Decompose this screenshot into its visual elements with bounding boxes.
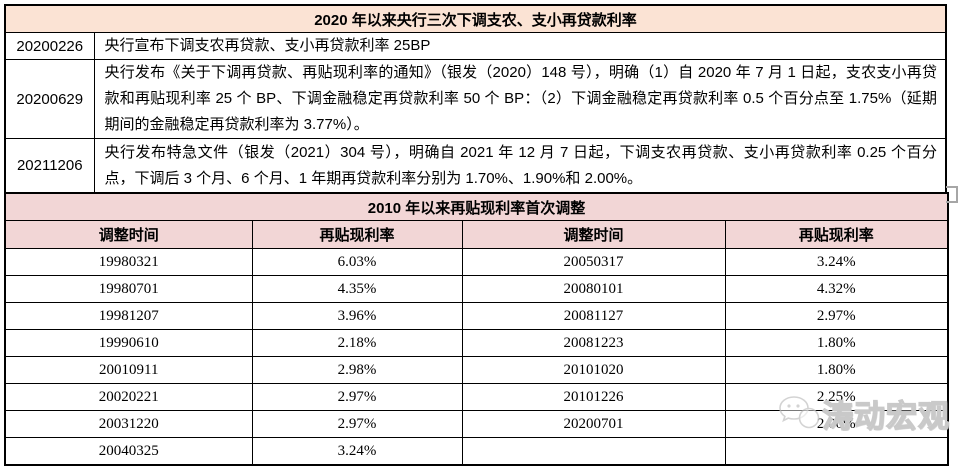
t2-date-cell: 20081127: [461, 302, 726, 330]
table-row: 20020221 2.97% 20101226 2.25%: [4, 383, 949, 411]
t2-date-cell: [461, 437, 726, 466]
t2-col-header: 再贴现利率: [251, 220, 463, 249]
t2-rate-cell: 2.98%: [251, 356, 463, 384]
table-header-row: 调整时间 再贴现利率 调整时间 再贴现利率: [4, 220, 949, 249]
table-row: 19990610 2.18% 20081223 1.80%: [4, 329, 949, 357]
table-row: 20010911 2.98% 20101020 1.80%: [4, 356, 949, 384]
table-row: 2020 年以来央行三次下调支农、支小再贷款利率: [4, 4, 947, 33]
t2-rate-cell: 4.32%: [724, 275, 949, 303]
t2-rate-cell: 2.25%: [724, 383, 949, 411]
table2-title: 2010 年以来再贴现利率首次调整: [4, 192, 949, 221]
t1-date-cell: 20211206: [4, 138, 95, 194]
t2-col-header: 再贴现利率: [724, 220, 949, 249]
t2-date-cell: 19980701: [4, 275, 253, 303]
table-row: 2010 年以来再贴现利率首次调整: [4, 192, 949, 221]
t2-date-cell: 20080101: [461, 275, 726, 303]
t2-date-cell: 20050317: [461, 248, 726, 276]
rediscount-rate-table: 2010 年以来再贴现利率首次调整 调整时间 再贴现利率 调整时间 再贴现利率 …: [4, 192, 950, 466]
t2-date-cell: 20101226: [461, 383, 726, 411]
t2-date-cell: 20081223: [461, 329, 726, 357]
t1-date-cell: 20200226: [4, 32, 95, 60]
t2-rate-cell: 4.35%: [251, 275, 463, 303]
table-row: 20200226 央行宣布下调支农再贷款、支小再贷款利率 25BP: [4, 32, 947, 60]
table-row: 20200629 央行发布《关于下调再贷款、再贴现利率的通知》（银发（2020）…: [4, 59, 947, 139]
t2-date-cell: 20200701: [461, 410, 726, 438]
t1-date-cell: 20200629: [4, 59, 95, 139]
t2-rate-cell: 2.00%: [724, 410, 949, 438]
t2-col-header: 调整时间: [461, 220, 726, 249]
t2-rate-cell: 1.80%: [724, 329, 949, 357]
t2-rate-cell: 3.96%: [251, 302, 463, 330]
t1-desc-cell: 央行发布特急文件（银发（2021）304 号），明确自 2021 年 12 月 …: [93, 138, 947, 194]
table-row: 20031220 2.97% 20200701 2.00%: [4, 410, 949, 438]
t2-rate-cell: 2.97%: [724, 302, 949, 330]
t2-rate-cell: [724, 437, 949, 466]
table-row: 20040325 3.24%: [4, 437, 949, 466]
t2-rate-cell: 3.24%: [251, 437, 463, 466]
table-row: 19980701 4.35% 20080101 4.32%: [4, 275, 949, 303]
t1-desc-cell: 央行宣布下调支农再贷款、支小再贷款利率 25BP: [93, 32, 947, 60]
table-resize-handle[interactable]: [946, 186, 958, 203]
t2-date-cell: 19981207: [4, 302, 253, 330]
t2-date-cell: 20031220: [4, 410, 253, 438]
t2-col-header: 调整时间: [4, 220, 253, 249]
t2-date-cell: 20020221: [4, 383, 253, 411]
table-row: 19980321 6.03% 20050317 3.24%: [4, 248, 949, 276]
t2-date-cell: 20101020: [461, 356, 726, 384]
t2-date-cell: 20040325: [4, 437, 253, 466]
t2-date-cell: 19990610: [4, 329, 253, 357]
t2-rate-cell: 6.03%: [251, 248, 463, 276]
t1-desc-cell: 央行发布《关于下调再贷款、再贴现利率的通知》（银发（2020）148 号），明确…: [93, 59, 947, 139]
t2-date-cell: 20010911: [4, 356, 253, 384]
table1-title: 2020 年以来央行三次下调支农、支小再贷款利率: [4, 4, 947, 33]
t2-rate-cell: 1.80%: [724, 356, 949, 384]
t2-rate-cell: 2.97%: [251, 383, 463, 411]
t2-rate-cell: 3.24%: [724, 248, 949, 276]
t2-rate-cell: 2.18%: [251, 329, 463, 357]
t2-date-cell: 19980321: [4, 248, 253, 276]
table-row: 20211206 央行发布特急文件（银发（2021）304 号），明确自 202…: [4, 138, 947, 194]
t2-rate-cell: 2.97%: [251, 410, 463, 438]
relending-rate-cuts-table: 2020 年以来央行三次下调支农、支小再贷款利率 20200226 央行宣布下调…: [4, 4, 947, 195]
table-row: 19981207 3.96% 20081127 2.97%: [4, 302, 949, 330]
